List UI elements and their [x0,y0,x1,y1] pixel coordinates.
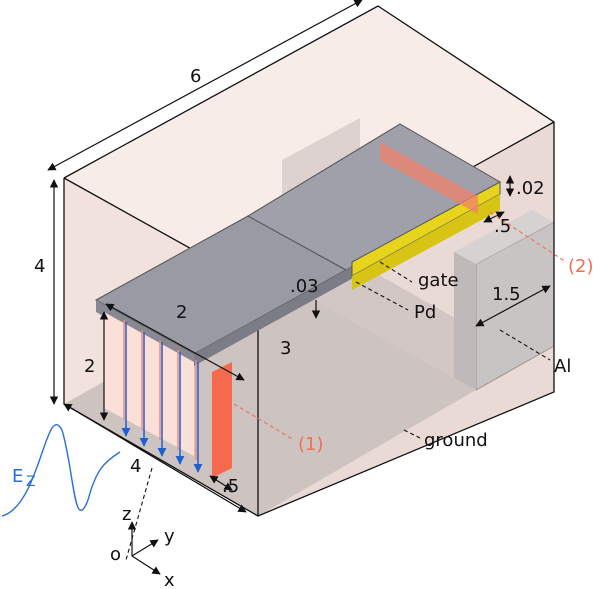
dim-height-left: 4 [34,256,45,277]
dim-width-top: 6 [190,66,201,87]
dim-port1-thickness: .5 [222,476,239,497]
label-port-2: (2) [568,256,594,277]
label-field: E [12,466,23,487]
axis-origin-label: o [110,544,121,565]
ez-waveform [1,424,121,517]
dim-beam-length: 3 [280,338,291,359]
axis-y-label: y [164,526,175,547]
port-2-region [380,142,478,214]
label-field-sub: Z [26,474,36,490]
axis-x-label: x [164,570,175,589]
label-ground: ground [424,430,488,451]
axis-triad [127,521,161,575]
dimension-arrows [47,0,551,513]
label-gate: gate [418,270,459,291]
label-pd: Pd [414,302,436,323]
labels: 6 4 2 2 3 4 .03 .5 .5 .02 1.5 gate Pd Al… [12,66,594,589]
label-port-1: (1) [298,434,324,455]
axis-z-label: z [122,504,131,525]
dim-port2-thickness: .5 [494,216,511,237]
dim-bottom-depth: 4 [130,456,141,477]
label-al: Al [554,356,571,377]
dim-gate-thickness: .02 [516,178,545,199]
dim-gap: .03 [290,276,319,297]
dim-beam-height: 2 [84,356,95,377]
dim-al-size: 1.5 [492,284,521,305]
dim-beam-width: 2 [176,302,187,323]
leader-lines [125,211,567,561]
